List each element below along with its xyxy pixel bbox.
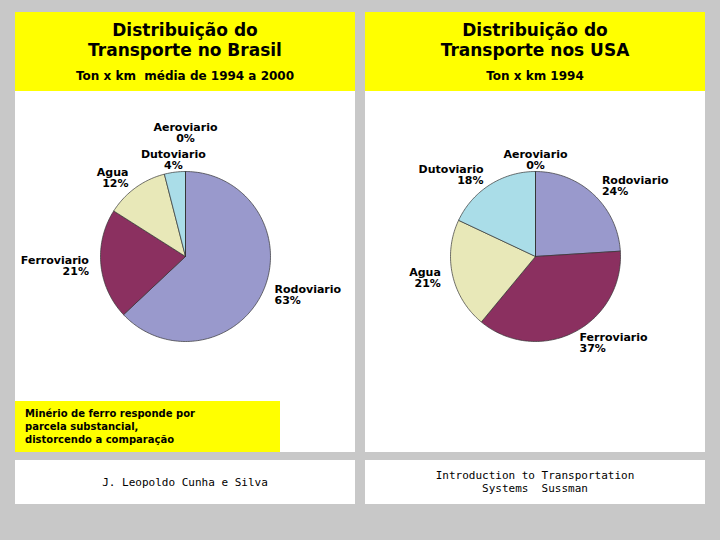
svg-text:Rodoviario63%: Rodoviario63% bbox=[275, 283, 342, 307]
html-text:Minério de ferro responde por: Minério de ferro responde por parcela su… bbox=[25, 408, 195, 445]
html-text:Distribuição do Transporte no: Distribuição do Transporte no Brasil bbox=[88, 20, 282, 61]
svg-text:Aeroviario0%: Aeroviario0% bbox=[153, 120, 218, 144]
svg-text:Ferroviario21%: Ferroviario21% bbox=[21, 253, 89, 277]
svg-text:Aeroviario0%: Aeroviario0% bbox=[503, 147, 568, 171]
svg-text:Agua12%: Agua12% bbox=[97, 166, 129, 190]
svg-text:Ferroviario37%: Ferroviario37% bbox=[580, 331, 648, 355]
html-text:J. Leopoldo Cunha e Silva: J. Leopoldo Cunha e Silva bbox=[102, 475, 268, 489]
html-text:Ton x km 1994: Ton x km 1994 bbox=[486, 68, 584, 83]
svg-text:Rodoviario24%: Rodoviario24% bbox=[602, 174, 669, 198]
html-text:Distribuição do Transporte nos: Distribuição do Transporte nos USA bbox=[440, 20, 630, 61]
svg-text:Dutoviario18%: Dutoviario18% bbox=[419, 162, 484, 186]
html-text:Ton x km média de 1994 a 2000: Ton x km média de 1994 a 2000 bbox=[76, 68, 294, 83]
svg-text:Dutoviario4%: Dutoviario4% bbox=[141, 148, 206, 172]
svg-text:Agua21%: Agua21% bbox=[409, 265, 441, 289]
html-text:Introduction to Transportation: Introduction to Transportation Systems S… bbox=[435, 469, 635, 495]
